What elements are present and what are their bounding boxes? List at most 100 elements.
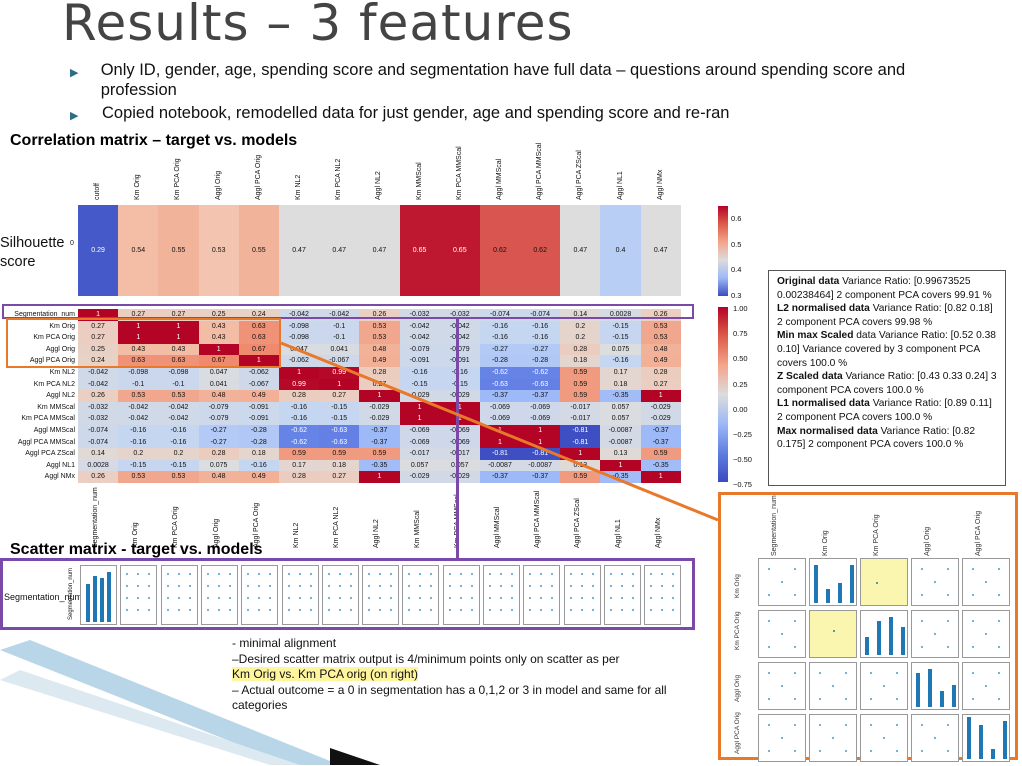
correlation-cell: -0.032 bbox=[439, 309, 480, 321]
correlation-cell: -0.0087 bbox=[600, 425, 641, 437]
correlation-cell: 0.63 bbox=[238, 320, 279, 333]
scatter-point bbox=[768, 594, 770, 596]
correlation-cell: 0.26 bbox=[78, 390, 119, 402]
correlation-cell: 1 bbox=[319, 378, 360, 391]
correlation-cell: -0.091 bbox=[238, 413, 279, 425]
correlation-cell: 0.59 bbox=[560, 390, 601, 402]
correlation-cell: 0.59 bbox=[319, 448, 360, 460]
correlation-cell: 0.057 bbox=[439, 459, 480, 472]
scatter-point bbox=[883, 737, 885, 739]
correlation-cell: 0.63 bbox=[158, 355, 199, 367]
correlation-cell: -0.37 bbox=[359, 436, 400, 449]
scatter-point bbox=[470, 597, 473, 599]
correlation-cell: 0.18 bbox=[560, 355, 601, 367]
scatter-point bbox=[609, 585, 612, 587]
scatter-point bbox=[206, 609, 209, 611]
silhouette-label-text: Silhouette score bbox=[0, 235, 65, 270]
scatter-point bbox=[298, 597, 301, 599]
correlation-row: 0.0028 -0.15 -0.15 0.075 -0.16 0.17 0.18 -0.35 0… bbox=[78, 459, 681, 472]
scatter-point bbox=[327, 597, 330, 599]
correlation-cell: 0.26 bbox=[359, 309, 400, 321]
silhouette-cell: 0.29 bbox=[78, 205, 119, 296]
correlation-row-label: Aggl PCA MMScal bbox=[17, 438, 75, 446]
scatter-cell bbox=[362, 565, 400, 625]
correlation-cell: 1 bbox=[278, 367, 320, 379]
correlation-row: 0.26 0.53 0.53 0.48 0.49 0.28 0.27 1 -0.029 -0.02… bbox=[78, 390, 681, 402]
histogram-bar bbox=[814, 565, 818, 603]
correlation-cell: -0.098 bbox=[278, 320, 320, 333]
scatter-point bbox=[661, 573, 664, 575]
scatter-point bbox=[327, 609, 330, 611]
scatter-point bbox=[998, 646, 1000, 648]
silhouette-cell: 0.62 bbox=[520, 205, 561, 296]
info-bold-label: Original data bbox=[777, 276, 840, 287]
scatter-point bbox=[883, 685, 885, 687]
correlation-cell: -0.35 bbox=[600, 471, 641, 483]
correlation-cell: 0.24 bbox=[78, 355, 119, 367]
correlation-cell: -0.37 bbox=[640, 436, 681, 449]
scatter-point bbox=[148, 609, 151, 611]
correlation-cell: -0.029 bbox=[359, 413, 400, 425]
correlation-cell: -0.069 bbox=[439, 425, 480, 437]
scatter-point bbox=[408, 597, 411, 599]
correlation-cell: 0.13 bbox=[600, 448, 641, 460]
scatter-point bbox=[258, 585, 261, 587]
scatter-point bbox=[794, 750, 796, 752]
info-bold-label: L1 normalised data bbox=[777, 398, 870, 410]
purple-connector-line bbox=[456, 318, 459, 558]
scatter-point bbox=[148, 585, 151, 587]
scatter-cell bbox=[523, 565, 561, 625]
histogram-bar bbox=[952, 685, 956, 707]
scatter-point bbox=[390, 585, 392, 587]
correlation-cell: 1 bbox=[198, 343, 239, 356]
scatter-point bbox=[921, 646, 923, 648]
right-matrix-cell bbox=[860, 714, 908, 762]
correlation-cell: 1 bbox=[399, 413, 440, 425]
scatter-point bbox=[269, 597, 272, 599]
correlation-cell: 0.48 bbox=[640, 343, 681, 356]
histogram-bar bbox=[850, 565, 854, 603]
correlation-row: -0.042-0.1-0.10.041-0.0670.9910.27-0.15-… bbox=[78, 378, 681, 391]
scatter-point bbox=[620, 609, 623, 611]
scatter-point bbox=[500, 585, 502, 587]
scatter-point bbox=[985, 633, 987, 635]
scatter-point bbox=[349, 597, 352, 599]
correlation-cell: -0.1 bbox=[319, 332, 360, 344]
correlation-cell: 0.59 bbox=[560, 378, 601, 391]
scatter-point bbox=[177, 597, 180, 599]
scatter-point bbox=[166, 573, 169, 575]
correlation-cell: 1 bbox=[238, 355, 279, 367]
histogram-bar bbox=[107, 572, 111, 622]
scatter-point bbox=[327, 573, 330, 575]
correlation-cell: 0.057 bbox=[600, 401, 641, 414]
silhouette-cell: 0.47 bbox=[278, 205, 320, 296]
scatter-point bbox=[529, 597, 532, 599]
scatter-point bbox=[985, 685, 987, 687]
scatter-point bbox=[934, 737, 936, 739]
scatter-point bbox=[845, 698, 847, 700]
silhouette-cell: 0.53 bbox=[198, 205, 239, 296]
correlation-cell: 0.99 bbox=[278, 378, 320, 391]
info-paragraph: Max normalised data Variance Ratio: [0.8… bbox=[777, 425, 997, 452]
correlation-cell: -0.098 bbox=[278, 332, 320, 344]
scatter-point bbox=[298, 585, 301, 587]
silhouette-colorbar bbox=[718, 206, 728, 296]
correlation-row: 0.27 1 1 0.43 0.63 -0.098 -0.1 0.53 -0.042 -0.042… bbox=[78, 320, 681, 333]
colorbar-tick: 0.50 bbox=[733, 354, 748, 364]
correlation-cell: -0.098 bbox=[158, 367, 199, 379]
scatter-point bbox=[794, 594, 796, 596]
right-matrix-cell bbox=[911, 558, 959, 606]
scatter-point bbox=[470, 609, 473, 611]
silhouette-cell: 0.65 bbox=[439, 205, 480, 296]
scatter-point bbox=[511, 573, 513, 575]
correlation-cell: -0.042 bbox=[118, 401, 159, 414]
correlation-cell: -0.042 bbox=[78, 378, 119, 391]
correlation-row: 0.26 0.53 0.53 0.48 0.49 0.28 0.27 1 -0.029 -0.02… bbox=[78, 471, 681, 483]
correlation-cell: -0.16 bbox=[238, 459, 279, 472]
info-paragraph: Min max Scaled data Variance Ratio: [0.5… bbox=[777, 329, 997, 370]
scatter-point bbox=[609, 597, 612, 599]
correlation-cell: -0.069 bbox=[520, 413, 561, 425]
correlation-cell: 0.59 bbox=[560, 367, 601, 379]
scatter-point bbox=[430, 585, 433, 587]
right-matrix-row-label: Km PCA Orig bbox=[734, 611, 741, 650]
